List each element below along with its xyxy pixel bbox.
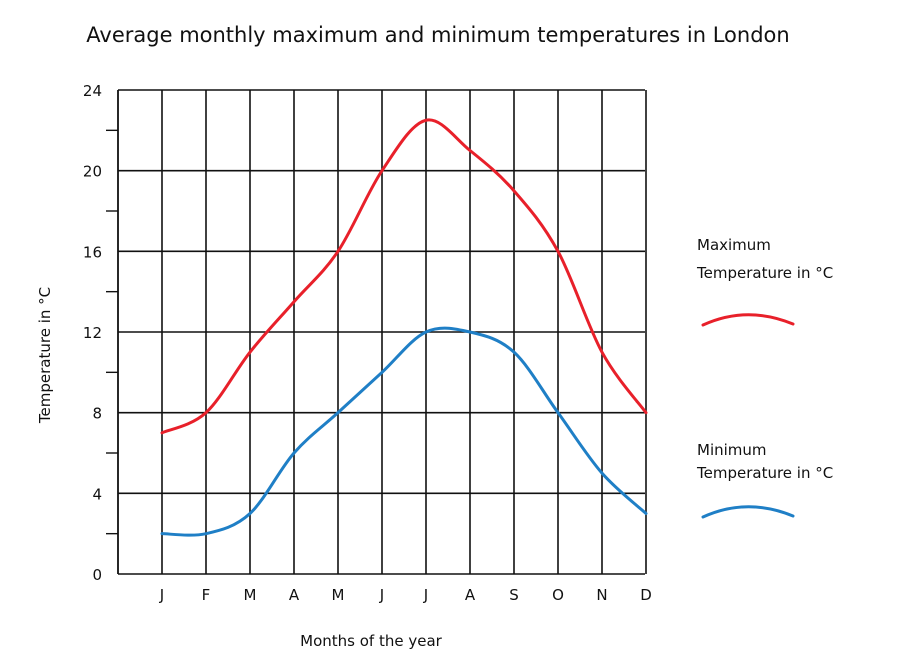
x-tick-label: A [289, 586, 300, 604]
legend-max-swatch [701, 313, 795, 327]
x-tick-label: J [423, 586, 428, 604]
y-tick-label: 20 [83, 163, 102, 181]
legend-min-line2: Temperature in °C [696, 464, 833, 482]
y-axis-label: Temperature in °C [36, 287, 54, 424]
y-tick-label: 12 [83, 324, 102, 342]
chart-title: Average monthly maximum and minimum temp… [86, 23, 789, 47]
legend-min-swatch [701, 505, 795, 519]
legend-max-line1: Maximum [697, 236, 771, 254]
y-tick-label: 24 [83, 82, 102, 100]
y-tick-label: 4 [92, 485, 102, 503]
x-tick-label: F [202, 586, 211, 604]
x-tick-label: S [509, 586, 519, 604]
y-tick-label: 16 [83, 243, 102, 261]
x-tick-label: O [552, 586, 564, 604]
x-tick-label: M [244, 586, 257, 604]
x-tick-label: J [379, 586, 384, 604]
series-line-minimum [160, 326, 648, 537]
chart-series-lines [160, 118, 648, 537]
y-tick-label: 0 [92, 566, 102, 584]
x-tick-label: A [465, 586, 476, 604]
legend-min-line1: Minimum [697, 441, 767, 459]
x-tick-label: M [332, 586, 345, 604]
x-tick-label: D [640, 586, 652, 604]
x-axis-label: Months of the year [300, 632, 443, 650]
chart-grid [106, 89, 647, 575]
chart-legend: Maximum Temperature in °C Minimum Temper… [696, 236, 833, 519]
y-axis-ticks: 0 4 8 12 16 20 24 [83, 82, 102, 584]
y-tick-label: 8 [92, 405, 102, 423]
series-line-maximum [160, 118, 648, 435]
x-tick-label: N [596, 586, 607, 604]
legend-max-line2: Temperature in °C [696, 264, 833, 282]
x-tick-label: J [159, 586, 164, 604]
